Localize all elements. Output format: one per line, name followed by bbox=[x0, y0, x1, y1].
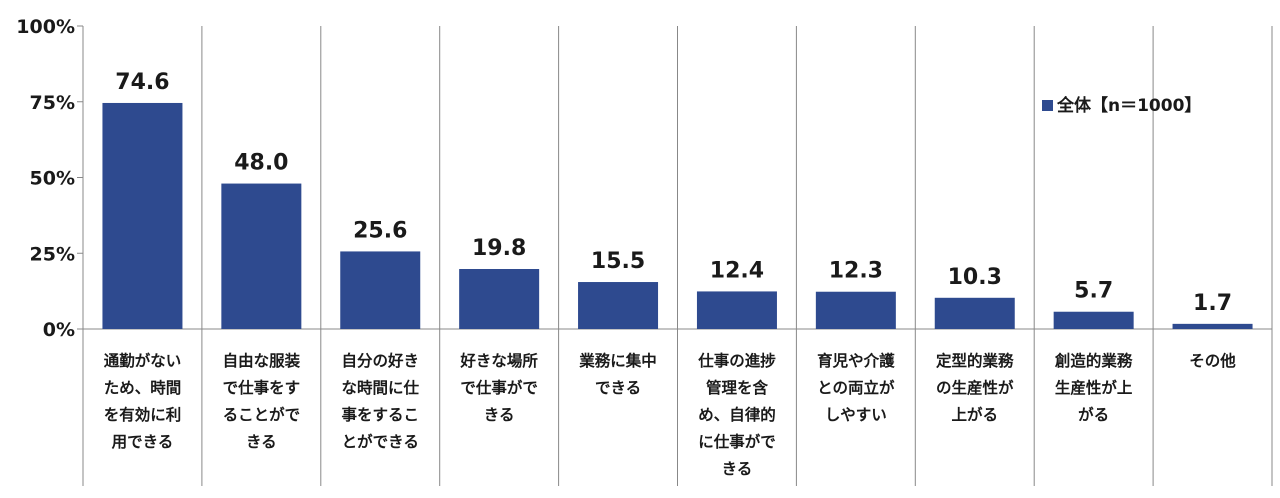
bar bbox=[102, 102, 183, 329]
category-label-line: がる bbox=[1078, 405, 1109, 424]
y-tick-label: 25% bbox=[30, 243, 75, 265]
category-label-line: 上がる bbox=[951, 405, 998, 424]
category-label-line: で仕事がで bbox=[460, 378, 538, 397]
bar-value-label: 15.5 bbox=[591, 249, 645, 274]
bar-value-label: 10.3 bbox=[948, 265, 1002, 290]
category-label-line: 定型的業務 bbox=[936, 351, 1014, 370]
category-label: 通勤がないため、時間を有効に利用できる bbox=[104, 351, 182, 451]
category-label-line: 創造的業務 bbox=[1054, 351, 1133, 370]
bar-value-label: 74.6 bbox=[115, 70, 169, 95]
bar bbox=[221, 183, 302, 329]
bar bbox=[459, 269, 540, 329]
category-label: 業務に集中できる bbox=[578, 351, 657, 397]
category-label: 自分の好きな時間に仕事をすることができる bbox=[341, 351, 419, 451]
category-label-line: 自由な服装 bbox=[223, 351, 301, 370]
category-label-line: しやすい bbox=[825, 406, 887, 424]
category-label-line: 管理を含 bbox=[706, 378, 769, 397]
category-label-line: 通勤がない bbox=[104, 351, 182, 370]
category-labels: 通勤がないため、時間を有効に利用できる自由な服装で仕事をすることができる自分の好… bbox=[104, 351, 1237, 478]
category-label-line: きる bbox=[722, 460, 753, 478]
bar bbox=[696, 291, 777, 329]
category-label-line: な時間に仕 bbox=[341, 378, 419, 397]
bar-value-label: 48.0 bbox=[234, 151, 288, 176]
bar-value-label: 25.6 bbox=[353, 218, 407, 243]
category-label-line: できる bbox=[595, 379, 641, 397]
bar bbox=[340, 251, 421, 329]
legend-swatch bbox=[1042, 100, 1053, 111]
category-label-line: を有効に利 bbox=[104, 405, 182, 424]
category-label-line: の生産性が bbox=[936, 378, 1014, 397]
category-label: その他 bbox=[1189, 351, 1236, 370]
bar-value-label: 12.4 bbox=[710, 258, 764, 283]
category-label-line: め、自律的 bbox=[698, 405, 776, 424]
category-label-line: とができる bbox=[342, 432, 419, 451]
y-tick-label: 0% bbox=[43, 319, 75, 341]
category-label-line: 育児や介護 bbox=[817, 351, 895, 370]
bar bbox=[1053, 311, 1134, 329]
bar bbox=[1172, 323, 1253, 329]
legend-label: 全体【n＝1000】 bbox=[1056, 95, 1201, 116]
category-label: 創造的業務生産性が上がる bbox=[1054, 351, 1133, 424]
category-label-line: 好きな場所 bbox=[459, 352, 538, 370]
category-label-line: 業務に集中 bbox=[578, 351, 657, 370]
category-label-line: 事をするこ bbox=[341, 406, 419, 424]
category-label: 自由な服装で仕事をすることができる bbox=[223, 351, 301, 451]
bar-value-label: 5.7 bbox=[1074, 279, 1113, 304]
y-tick-label: 100% bbox=[16, 16, 75, 38]
category-label-line: きる bbox=[246, 433, 277, 451]
category-label-line: 生産性が上 bbox=[1055, 378, 1133, 397]
bar-series: 74.6 48.0 25.6 19.8 15.5 12.4 12.3 10.3 5.7 1.7 bbox=[102, 70, 1253, 329]
category-label-line: 仕事の進捗 bbox=[697, 351, 776, 370]
category-label-line: ることがで bbox=[223, 405, 301, 424]
y-tick-label: 75% bbox=[30, 92, 75, 114]
category-label-line: ため、時間 bbox=[104, 378, 182, 397]
legend: 全体【n＝1000】 bbox=[1042, 95, 1201, 116]
category-label-line: 用できる bbox=[112, 433, 174, 451]
category-label: 仕事の進捗管理を含め、自律的に仕事ができる bbox=[697, 351, 776, 478]
bar-value-label: 12.3 bbox=[829, 259, 883, 284]
category-label-line: 自分の好き bbox=[341, 351, 419, 370]
category-label-line: に仕事がで bbox=[698, 432, 776, 451]
category-label-line: で仕事をす bbox=[223, 378, 301, 397]
category-label: 好きな場所で仕事ができる bbox=[459, 352, 538, 424]
category-label: 育児や介護との両立がしやすい bbox=[817, 351, 895, 424]
bar-value-label: 19.8 bbox=[472, 236, 526, 261]
bar bbox=[815, 291, 896, 329]
category-label-line: その他 bbox=[1189, 351, 1236, 370]
bar bbox=[934, 297, 1015, 329]
bar-value-label: 1.7 bbox=[1193, 291, 1232, 316]
category-label-line: きる bbox=[484, 406, 515, 424]
category-label: 定型的業務の生産性が上がる bbox=[936, 351, 1014, 424]
y-tick-label: 50% bbox=[30, 168, 75, 190]
bar bbox=[578, 282, 659, 329]
category-label-line: との両立が bbox=[817, 378, 895, 397]
